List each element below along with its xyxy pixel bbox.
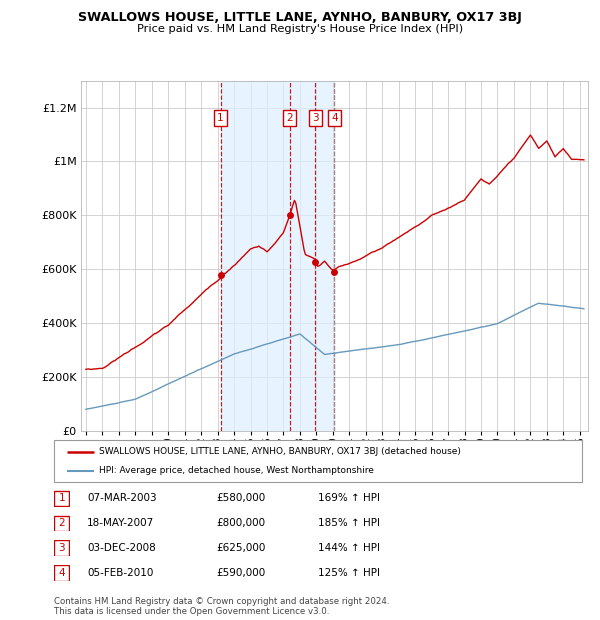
Text: £590,000: £590,000: [216, 568, 265, 578]
Text: 05-FEB-2010: 05-FEB-2010: [87, 568, 154, 578]
Text: 07-MAR-2003: 07-MAR-2003: [87, 494, 157, 503]
Text: Price paid vs. HM Land Registry's House Price Index (HPI): Price paid vs. HM Land Registry's House …: [137, 24, 463, 34]
Text: £625,000: £625,000: [216, 543, 265, 553]
FancyBboxPatch shape: [55, 541, 69, 556]
Text: SWALLOWS HOUSE, LITTLE LANE, AYNHO, BANBURY, OX17 3BJ: SWALLOWS HOUSE, LITTLE LANE, AYNHO, BANB…: [78, 11, 522, 24]
Text: 3: 3: [58, 543, 65, 553]
Text: 18-MAY-2007: 18-MAY-2007: [87, 518, 154, 528]
FancyBboxPatch shape: [54, 440, 582, 482]
Text: £580,000: £580,000: [216, 494, 265, 503]
FancyBboxPatch shape: [55, 565, 69, 580]
Text: 125% ↑ HPI: 125% ↑ HPI: [318, 568, 380, 578]
Text: 2: 2: [58, 518, 65, 528]
Text: SWALLOWS HOUSE, LITTLE LANE, AYNHO, BANBURY, OX17 3BJ (detached house): SWALLOWS HOUSE, LITTLE LANE, AYNHO, BANB…: [99, 447, 461, 456]
Text: 1: 1: [217, 113, 224, 123]
FancyBboxPatch shape: [55, 516, 69, 531]
FancyBboxPatch shape: [55, 491, 69, 506]
Text: 185% ↑ HPI: 185% ↑ HPI: [318, 518, 380, 528]
Text: 1: 1: [58, 494, 65, 503]
Text: Contains HM Land Registry data © Crown copyright and database right 2024.: Contains HM Land Registry data © Crown c…: [54, 597, 389, 606]
Bar: [221, 81, 290, 431]
Text: This data is licensed under the Open Government Licence v3.0.: This data is licensed under the Open Gov…: [54, 607, 329, 616]
Text: 144% ↑ HPI: 144% ↑ HPI: [318, 543, 380, 553]
Bar: [290, 81, 334, 431]
Text: £800,000: £800,000: [216, 518, 265, 528]
Text: HPI: Average price, detached house, West Northamptonshire: HPI: Average price, detached house, West…: [99, 466, 374, 476]
Text: 2: 2: [286, 113, 293, 123]
Text: 169% ↑ HPI: 169% ↑ HPI: [318, 494, 380, 503]
Text: 03-DEC-2008: 03-DEC-2008: [87, 543, 156, 553]
Text: 4: 4: [331, 113, 338, 123]
Text: 3: 3: [312, 113, 319, 123]
Text: 4: 4: [58, 568, 65, 578]
